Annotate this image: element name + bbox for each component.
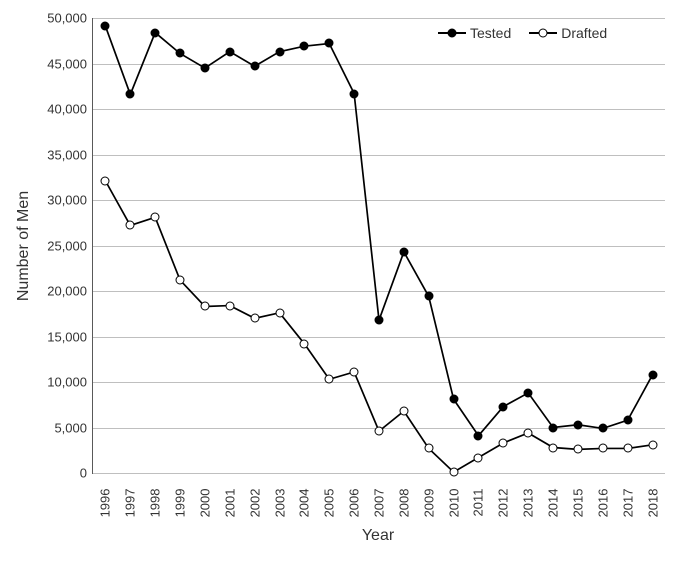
marker-drafted [573, 445, 582, 454]
x-tick-label: 2013 [521, 489, 536, 539]
marker-tested [375, 316, 384, 325]
y-tick-label: 30,000 [47, 193, 93, 208]
y-tick-label: 35,000 [47, 147, 93, 162]
x-tick-label: 1996 [98, 489, 113, 539]
y-tick-label: 10,000 [47, 375, 93, 390]
x-tick-label: 2005 [322, 489, 337, 539]
marker-drafted [474, 453, 483, 462]
marker-tested [275, 47, 284, 56]
x-tick-label: 2000 [197, 489, 212, 539]
marker-tested [300, 42, 309, 51]
x-tick-label: 2006 [347, 489, 362, 539]
marker-drafted [350, 367, 359, 376]
marker-tested [399, 247, 408, 256]
marker-drafted [598, 444, 607, 453]
marker-tested [101, 22, 110, 31]
series-lines [93, 18, 665, 473]
marker-drafted [648, 440, 657, 449]
marker-drafted [126, 221, 135, 230]
x-tick-label: 2016 [595, 489, 610, 539]
marker-tested [449, 395, 458, 404]
filled-circle-icon [438, 32, 466, 34]
legend-label: Drafted [561, 25, 607, 41]
x-tick-label: 2001 [222, 489, 237, 539]
marker-tested [474, 431, 483, 440]
marker-tested [499, 402, 508, 411]
x-tick-label: 2002 [247, 489, 262, 539]
marker-drafted [375, 427, 384, 436]
marker-drafted [499, 438, 508, 447]
plot-area: 05,00010,00015,00020,00025,00030,00035,0… [92, 18, 665, 474]
x-axis-label: Year [362, 527, 394, 545]
marker-drafted [275, 308, 284, 317]
marker-tested [151, 28, 160, 37]
marker-tested [126, 90, 135, 99]
y-tick-label: 50,000 [47, 11, 93, 26]
marker-tested [549, 423, 558, 432]
marker-drafted [101, 176, 110, 185]
marker-tested [524, 388, 533, 397]
line-chart: 0 5,000 10,000 15,000 20,000 25,000 30,000 35,0… [0, 0, 685, 561]
x-tick-label: 1998 [148, 489, 163, 539]
marker-drafted [225, 301, 234, 310]
marker-drafted [549, 443, 558, 452]
y-tick-label: 45,000 [47, 56, 93, 71]
marker-drafted [623, 444, 632, 453]
marker-tested [350, 89, 359, 98]
marker-drafted [449, 468, 458, 477]
legend: Tested Drafted [438, 25, 607, 41]
x-tick-label: 2004 [297, 489, 312, 539]
marker-tested [225, 47, 234, 56]
marker-tested [598, 424, 607, 433]
marker-tested [200, 64, 209, 73]
marker-tested [573, 420, 582, 429]
x-tick-label: 2018 [645, 489, 660, 539]
marker-tested [648, 370, 657, 379]
marker-drafted [300, 339, 309, 348]
y-tick-label: 0 [80, 466, 93, 481]
x-tick-label: 2008 [396, 489, 411, 539]
x-tick-label: 1997 [123, 489, 138, 539]
x-tick-label: 2011 [471, 489, 486, 539]
legend-label: Tested [470, 25, 511, 41]
x-tick-label: 1999 [173, 489, 188, 539]
marker-drafted [424, 444, 433, 453]
marker-tested [424, 292, 433, 301]
marker-drafted [399, 407, 408, 416]
series-line-tested [105, 26, 652, 436]
x-tick-label: 2017 [620, 489, 635, 539]
y-tick-label: 15,000 [47, 329, 93, 344]
marker-tested [325, 39, 334, 48]
x-tick-label: 2003 [272, 489, 287, 539]
x-tick-label: 2010 [446, 489, 461, 539]
open-circle-icon [529, 32, 557, 34]
marker-tested [623, 416, 632, 425]
marker-drafted [151, 213, 160, 222]
legend-item-drafted: Drafted [529, 25, 607, 41]
y-axis-label: Number of Men [15, 190, 33, 300]
marker-drafted [176, 276, 185, 285]
y-tick-label: 40,000 [47, 102, 93, 117]
marker-tested [250, 62, 259, 71]
legend-item-tested: Tested [438, 25, 511, 41]
y-tick-label: 20,000 [47, 284, 93, 299]
y-tick-label: 25,000 [47, 238, 93, 253]
x-tick-label: 2014 [546, 489, 561, 539]
marker-drafted [200, 302, 209, 311]
x-tick-label: 2012 [496, 489, 511, 539]
marker-tested [176, 49, 185, 58]
x-tick-label: 2009 [421, 489, 436, 539]
x-tick-label: 2015 [570, 489, 585, 539]
marker-drafted [524, 428, 533, 437]
gridline [93, 473, 665, 474]
marker-drafted [250, 314, 259, 323]
y-tick-label: 5,000 [54, 420, 93, 435]
marker-drafted [325, 375, 334, 384]
